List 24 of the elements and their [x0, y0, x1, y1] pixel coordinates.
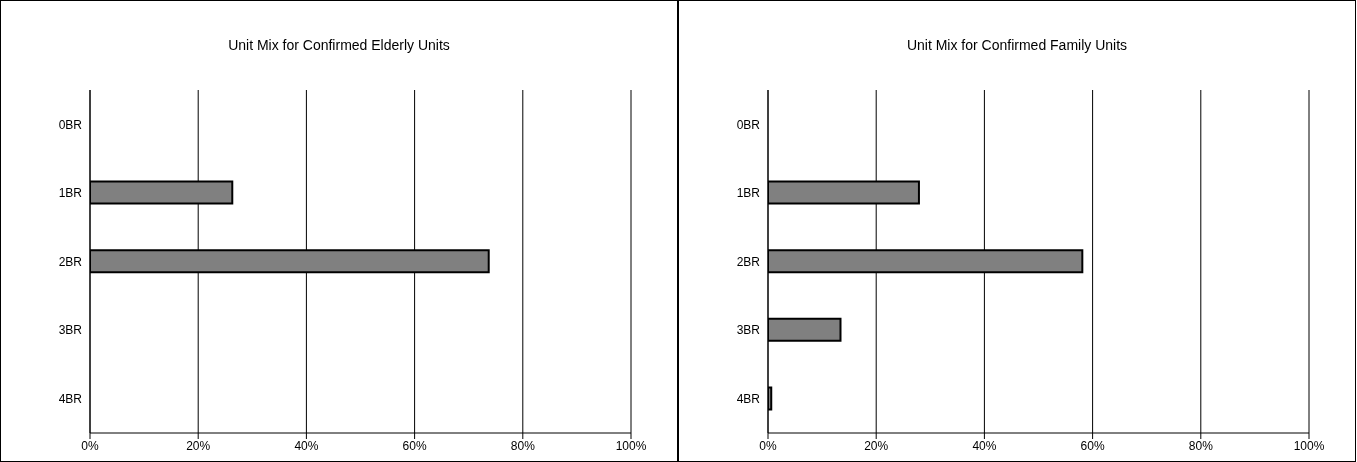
x-tick-label: 60% [402, 438, 427, 453]
x-tick-label: 0% [759, 438, 777, 453]
chart-title: Unit Mix for Confirmed Elderly Units [227, 37, 451, 53]
x-tick-label: 40% [972, 438, 997, 453]
x-tick-label: 100% [615, 438, 647, 453]
y-tick-label: 4BR [58, 391, 83, 406]
y-tick-label: 1BR [736, 186, 761, 201]
x-tick-label: 40% [294, 438, 319, 453]
x-tick-label: 80% [1188, 438, 1214, 453]
x-tick-label: 80% [510, 438, 536, 453]
x-tick-label: 20% [864, 438, 889, 453]
chart-title: Unit Mix for Confirmed Family Units [905, 37, 1129, 53]
y-tick-label: 0BR [736, 117, 761, 132]
x-tick-label: 20% [186, 438, 211, 453]
y-tick-label: 0BR [58, 117, 83, 132]
y-tick-label: 2BR [736, 254, 761, 269]
x-tick-label: 0% [81, 438, 99, 453]
y-tick-label: 3BR [736, 323, 761, 338]
x-tick-label: 100% [1293, 438, 1325, 453]
y-tick-label: 2BR [58, 254, 83, 269]
y-tick-label: 4BR [736, 391, 761, 406]
y-tick-label: 3BR [58, 323, 83, 338]
y-tick-label: 1BR [58, 186, 83, 201]
x-tick-label: 60% [1080, 438, 1105, 453]
